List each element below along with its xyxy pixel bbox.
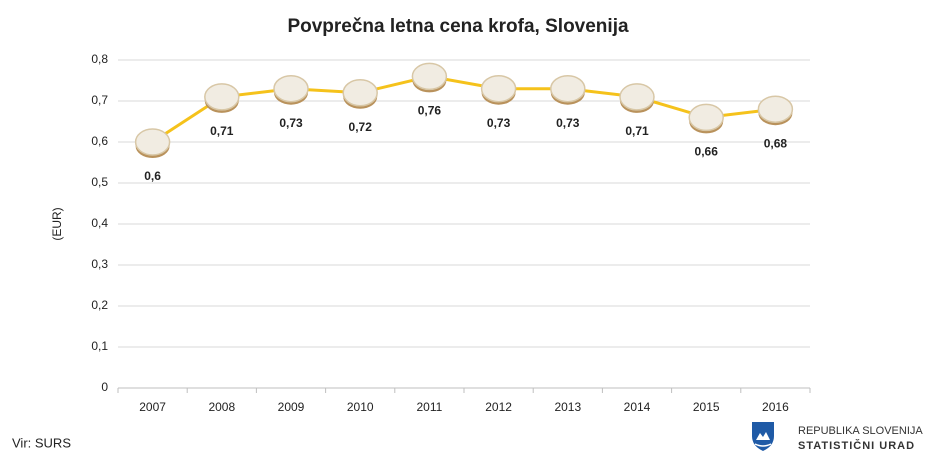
x-tick-label: 2011: [416, 400, 442, 414]
data-label: 0,73: [487, 116, 511, 130]
logo-text: REPUBLIKA SLOVENIJA: [798, 425, 923, 437]
x-tick-label: 2007: [139, 400, 166, 414]
chart-title: Povprečna letna cena krofa, Slovenija: [287, 16, 629, 37]
x-tick-label: 2010: [347, 400, 374, 414]
y-axis-label: (EUR): [50, 207, 64, 240]
source: Vir: SURS: [12, 435, 71, 450]
y-tick-label: 0,2: [91, 298, 108, 312]
series-line: [151, 74, 776, 144]
data-label: 0,71: [210, 124, 234, 138]
y-tick-label: 0: [101, 380, 108, 394]
donut-marker: [342, 79, 378, 107]
logo-text: STATISTIČNI URAD: [798, 439, 915, 452]
y-tick-label: 0,3: [91, 257, 108, 271]
x-tick-label: 2012: [485, 400, 512, 414]
data-label: 0,73: [556, 116, 580, 130]
donut-marker: [411, 62, 448, 91]
donut-marker: [757, 95, 794, 123]
donut-marker: [480, 74, 517, 103]
logo-emblem: [752, 422, 774, 451]
x-tick-label: 2013: [554, 400, 581, 414]
x-tick-label: 2015: [693, 400, 720, 414]
x-tick-label: 2008: [208, 400, 235, 414]
data-label: 0,68: [764, 136, 788, 150]
data-label: 0,71: [625, 124, 649, 138]
y-tick-label: 0,4: [91, 216, 108, 230]
y-tick-label: 0,8: [91, 52, 108, 66]
y-tick-label: 0,1: [91, 339, 108, 353]
data-label: 0,76: [418, 104, 442, 118]
data-label: 0,73: [279, 116, 303, 130]
x-tick-label: 2009: [278, 400, 305, 414]
data-label: 0,6: [144, 169, 161, 183]
x-tick-label: 2016: [762, 400, 789, 414]
donut-marker: [134, 128, 171, 156]
y-tick-label: 0,7: [91, 93, 108, 107]
y-tick-label: 0,6: [91, 134, 108, 148]
donut-marker: [688, 103, 724, 132]
donut-marker: [273, 74, 309, 103]
x-tick-label: 2014: [624, 400, 651, 414]
donut-marker: [204, 83, 240, 111]
donut-marker: [550, 74, 586, 103]
donut-marker: [619, 83, 655, 111]
data-label: 0,66: [695, 145, 719, 159]
data-label: 0,72: [349, 120, 373, 134]
y-tick-label: 0,5: [91, 175, 108, 189]
